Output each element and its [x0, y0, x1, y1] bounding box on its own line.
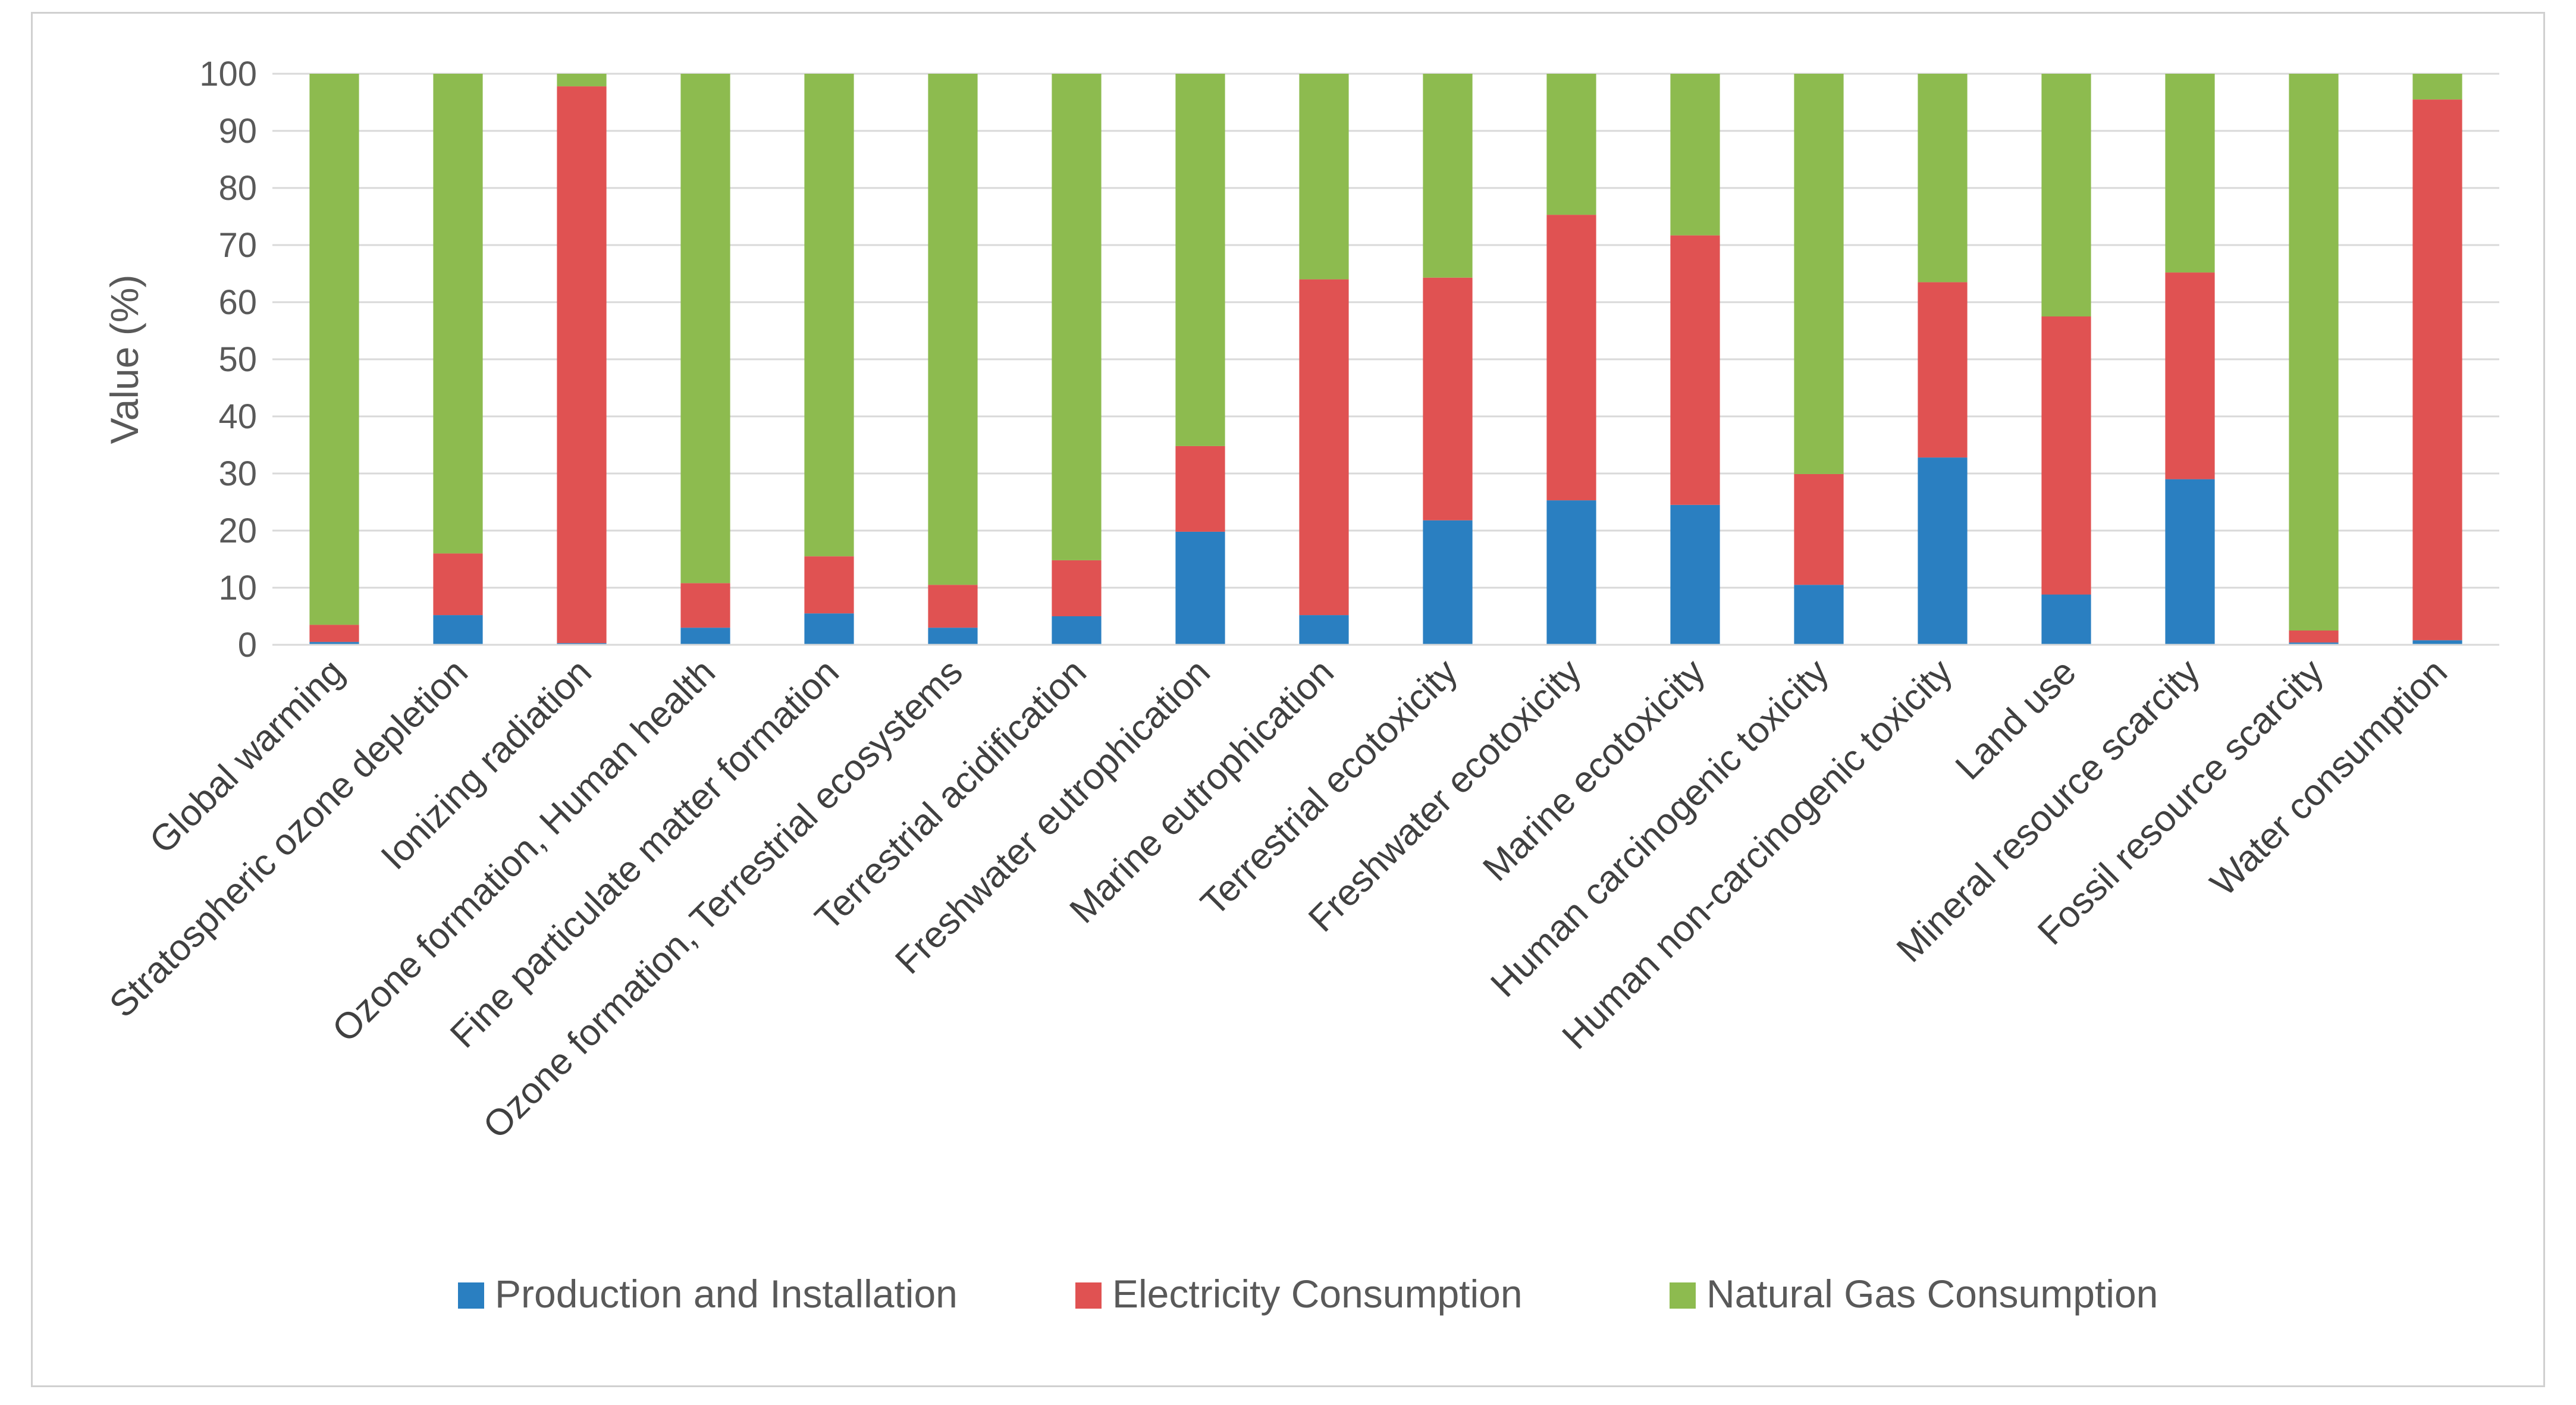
- bar-segment: [2412, 640, 2462, 645]
- bar-segment: [1546, 500, 1596, 645]
- bar-segment: [1546, 74, 1596, 215]
- bar-segment: [1052, 560, 1102, 616]
- bar-segment: [1175, 74, 1225, 446]
- bar-segment: [2412, 99, 2462, 641]
- bar-segment: [1052, 616, 1102, 645]
- bar-segment: [2165, 74, 2215, 273]
- bar-segment: [2165, 272, 2215, 479]
- bar-segment: [2289, 642, 2339, 645]
- bar-segment: [1670, 74, 1720, 236]
- bar-segment: [2165, 479, 2215, 645]
- x-category-label: Marine ecotoxicity: [1475, 651, 1713, 889]
- bar-segment: [309, 642, 359, 645]
- bar-segment: [804, 556, 854, 614]
- y-axis-label: Value (%): [102, 275, 146, 444]
- bar-segment: [433, 74, 483, 554]
- bar-segment: [1299, 74, 1349, 280]
- bar-segment: [804, 613, 854, 645]
- bar-segment: [557, 74, 607, 87]
- bar-segment: [1423, 520, 1473, 645]
- bar-segment: [1423, 74, 1473, 278]
- bar-segment: [1794, 74, 1844, 474]
- bar-segment: [2041, 316, 2091, 595]
- bar-segment: [1670, 504, 1720, 645]
- y-tick-label: 20: [218, 512, 257, 550]
- bar-segment: [1794, 473, 1844, 585]
- legend-label: Natural Gas Consumption: [1706, 1272, 2158, 1316]
- bar-segment: [1918, 74, 1968, 283]
- bar-segment: [557, 86, 607, 644]
- legend-label: Production and Installation: [495, 1272, 958, 1316]
- y-tick-label: 40: [218, 397, 257, 436]
- bar-segment: [2041, 74, 2091, 316]
- bar-segment: [1546, 215, 1596, 501]
- legend-swatch: [458, 1282, 484, 1309]
- legend-swatch: [1670, 1282, 1696, 1309]
- bar-segment: [1670, 235, 1720, 505]
- bar-segment: [928, 74, 978, 585]
- bar-segment: [1052, 74, 1102, 560]
- bar-segment: [680, 74, 730, 584]
- bar-segment: [1423, 277, 1473, 520]
- bar-segment: [1918, 282, 1968, 458]
- bar-segment: [1794, 585, 1844, 645]
- bar-segment: [928, 628, 978, 645]
- y-tick-label: 10: [218, 569, 257, 607]
- y-tick-label: 60: [218, 283, 257, 322]
- bar-segment: [928, 585, 978, 628]
- y-tick-label: 80: [218, 169, 257, 208]
- bar-segment: [309, 74, 359, 625]
- y-tick-label: 50: [218, 340, 257, 379]
- y-tick-label: 0: [238, 626, 257, 664]
- bar-segment: [680, 628, 730, 645]
- bar-segment: [1299, 279, 1349, 616]
- y-tick-label: 70: [218, 226, 257, 265]
- bar-segment: [433, 615, 483, 645]
- legend: Production and Installation Electricity C…: [458, 1272, 2158, 1316]
- bar-segment: [2041, 594, 2091, 645]
- bar-segment: [309, 625, 359, 642]
- bar-segment: [1175, 446, 1225, 532]
- legend-label: Electricity Consumption: [1112, 1272, 1523, 1316]
- bar-segment: [433, 553, 483, 616]
- y-tick-label: 100: [199, 55, 257, 93]
- y-axis-ticks: 0 10 20 30 40 50 60 70 80 90 100: [199, 55, 257, 664]
- bar-segment: [1299, 615, 1349, 645]
- gridlines: [272, 73, 2499, 589]
- bar-segment: [2412, 74, 2462, 100]
- bars: [309, 74, 2462, 645]
- bar-segment: [2289, 74, 2339, 631]
- bar-segment: [804, 74, 854, 557]
- bar-segment: [680, 583, 730, 628]
- y-tick-label: 90: [218, 112, 257, 150]
- x-category-label: Ionizing radiation: [374, 651, 600, 877]
- y-tick-label: 30: [218, 454, 257, 493]
- legend-swatch: [1075, 1282, 1102, 1309]
- bar-segment: [1918, 457, 1968, 645]
- x-category-label: Water consumption: [2202, 651, 2455, 904]
- bar-segment: [1175, 531, 1225, 645]
- bar-segment: [2289, 631, 2339, 643]
